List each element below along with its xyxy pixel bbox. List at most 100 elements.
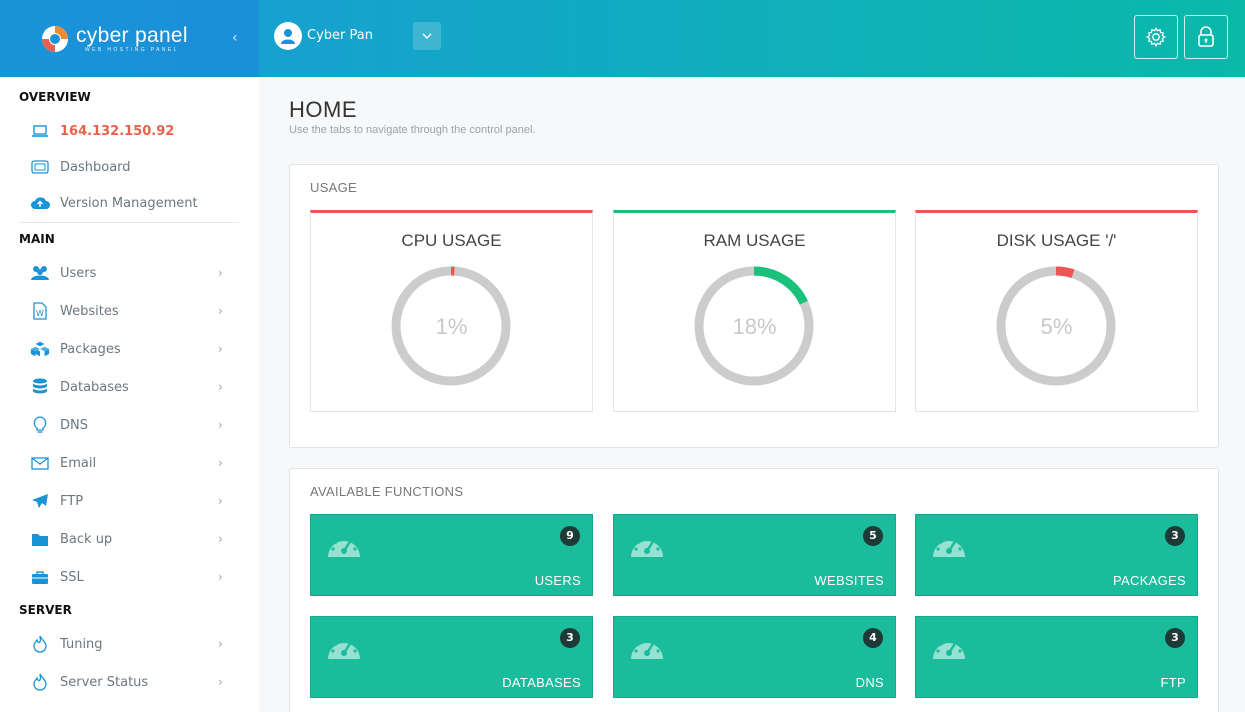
function-card-dns[interactable]: 4 DNS <box>613 616 896 698</box>
tachometer-icon <box>629 531 665 565</box>
lock-icon <box>1198 26 1214 47</box>
chevron-right-icon: › <box>218 456 223 470</box>
top-bar: Cyber Pan <box>259 0 1245 77</box>
function-label: FTP <box>1160 675 1186 690</box>
function-card-users[interactable]: 9 USERS <box>310 514 593 596</box>
briefcase-icon <box>30 568 50 586</box>
sidebar-item-label: Databases <box>60 379 129 395</box>
wordpress-file-icon: W <box>30 302 50 320</box>
page-description: Use the tabs to navigate through the con… <box>289 124 536 136</box>
cubes-icon <box>30 340 50 358</box>
sidebar-item-ssl[interactable]: SSL › <box>0 560 259 594</box>
function-card-databases[interactable]: 3 DATABASES <box>310 616 593 698</box>
sidebar-item-label: Websites <box>60 303 119 319</box>
usage-card-title: CPU USAGE <box>401 231 502 250</box>
sidebar-item-label: Back up <box>60 531 113 547</box>
lock-button[interactable] <box>1184 15 1228 59</box>
chevron-right-icon: › <box>218 380 223 394</box>
flame-icon <box>30 635 50 653</box>
sidebar-item-databases[interactable]: Databases › <box>0 370 259 404</box>
cyberpanel-logo-icon <box>40 24 70 54</box>
laptop-icon <box>30 122 50 140</box>
tachometer-icon <box>931 531 967 565</box>
usage-panel: USAGE CPU USAGE 1% RAM USAGE 18% DISK US… <box>289 164 1219 448</box>
sidebar-item-users[interactable]: Users › <box>0 256 259 290</box>
count-badge: 9 <box>560 526 580 546</box>
sidebar-item-label: Tuning <box>60 636 103 652</box>
sidebar-item-dns[interactable]: DNS › <box>0 408 259 442</box>
sidebar-item-label: Server Status <box>60 674 149 690</box>
function-card-ftp[interactable]: 3 FTP <box>915 616 1198 698</box>
tachometer-icon <box>326 633 362 667</box>
brand-name: cyber panel <box>76 24 188 47</box>
count-badge: 3 <box>1165 628 1185 648</box>
function-card-packages[interactable]: 3 PACKAGES <box>915 514 1198 596</box>
usage-panel-title: USAGE <box>310 180 358 195</box>
chevron-right-icon: › <box>218 637 223 651</box>
usage-value: 5% <box>1040 314 1073 339</box>
sidebar-item-label: Email <box>60 455 97 471</box>
user-dropdown-button[interactable] <box>413 22 441 50</box>
database-icon <box>30 378 50 396</box>
function-label: WEBSITES <box>814 573 884 588</box>
page-title: HOME <box>289 97 357 122</box>
tachometer-icon <box>629 633 665 667</box>
brand-tagline: WEB HOSTING PANEL <box>85 47 179 53</box>
sidebar-item-server-status[interactable]: Server Status › <box>0 665 259 699</box>
users-icon <box>30 264 50 282</box>
folder-icon <box>30 530 50 548</box>
sidebar-item-label: FTP <box>60 493 84 509</box>
sidebar-collapse-button[interactable]: ‹ <box>232 30 238 46</box>
chevron-right-icon: › <box>218 675 223 689</box>
disk-usage-gauge <box>996 266 1116 386</box>
sidebar-item-label: DNS <box>60 417 88 433</box>
sidebar-item-email[interactable]: Email › <box>0 446 259 480</box>
dashboard-icon <box>30 158 50 176</box>
logo-area: cyber panel WEB HOSTING PANEL ‹ <box>0 0 259 77</box>
sidebar-item-label: Users <box>60 265 97 281</box>
cloud-upload-icon <box>30 194 50 212</box>
sidebar-item-label: Dashboard <box>60 159 131 175</box>
sidebar-item-version-management[interactable]: Version Management <box>0 186 259 220</box>
disk-usage-card: DISK USAGE '/' 5% <box>915 210 1198 412</box>
function-label: PACKAGES <box>1113 573 1186 588</box>
sidebar-divider <box>19 222 239 223</box>
user-avatar[interactable] <box>274 22 302 50</box>
lightbulb-icon <box>30 416 50 434</box>
sidebar-section-overview: OVERVIEW <box>19 90 91 104</box>
sidebar-item-server-ip[interactable]: 164.132.150.92 <box>0 114 259 148</box>
sidebar-item-dashboard[interactable]: Dashboard <box>0 150 259 184</box>
brand-wordmark: cyber panel WEB HOSTING PANEL <box>76 24 188 53</box>
sidebar-item-tuning[interactable]: Tuning › <box>0 627 259 661</box>
sidebar-item-label: 164.132.150.92 <box>60 123 175 139</box>
functions-panel: AVAILABLE FUNCTIONS 9 USERS 5 WEBSITES 3… <box>289 468 1219 712</box>
cpu-usage-card: CPU USAGE 1% <box>310 210 593 412</box>
sidebar-item-websites[interactable]: W Websites › <box>0 294 259 328</box>
count-badge: 4 <box>863 628 883 648</box>
sidebar-item-packages[interactable]: Packages › <box>0 332 259 366</box>
chevron-right-icon: › <box>218 342 223 356</box>
user-name[interactable]: Cyber Pan <box>307 28 373 43</box>
chevron-right-icon: › <box>218 532 223 546</box>
functions-panel-title: AVAILABLE FUNCTIONS <box>310 484 464 499</box>
sidebar-section-main: MAIN <box>19 232 55 246</box>
svg-text:W: W <box>36 309 44 318</box>
sidebar-item-backup[interactable]: Back up › <box>0 522 259 556</box>
cpu-usage-gauge <box>391 266 511 386</box>
tachometer-icon <box>326 531 362 565</box>
settings-button[interactable] <box>1134 15 1178 59</box>
sidebar: OVERVIEW 164.132.150.92 Dashboard Versio… <box>0 77 259 712</box>
count-badge: 3 <box>560 628 580 648</box>
usage-value: 1% <box>435 314 468 339</box>
user-icon <box>281 29 295 44</box>
count-badge: 5 <box>863 526 883 546</box>
sidebar-item-ftp[interactable]: FTP › <box>0 484 259 518</box>
function-label: DATABASES <box>502 675 581 690</box>
count-badge: 3 <box>1165 526 1185 546</box>
function-card-websites[interactable]: 5 WEBSITES <box>613 514 896 596</box>
usage-card-title: RAM USAGE <box>703 231 806 250</box>
chevron-right-icon: › <box>218 266 223 280</box>
gear-icon <box>1146 27 1166 47</box>
ram-usage-card: RAM USAGE 18% <box>613 210 896 412</box>
sidebar-item-label: Version Management <box>60 195 198 211</box>
